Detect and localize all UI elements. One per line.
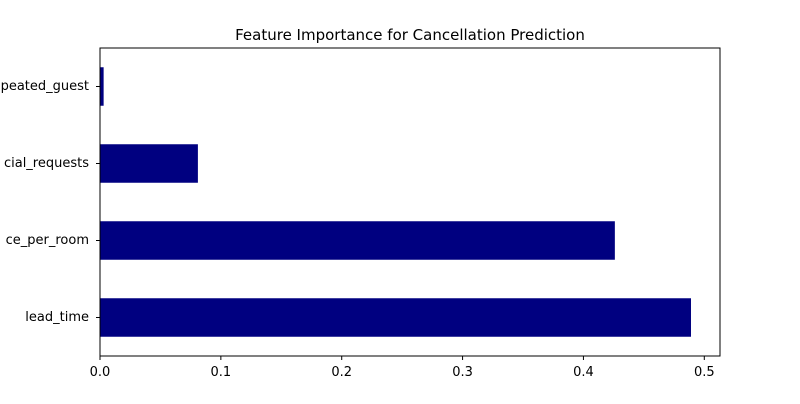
x-axis: 0.0 0.1 0.2 0.3 0.4 0.5 <box>90 356 715 380</box>
plot-frame <box>99 47 721 357</box>
x-tick-label: 0.5 <box>694 365 715 380</box>
y-tick-label: peated_guest <box>1 79 89 94</box>
y-tick-label: cial_requests <box>4 156 89 171</box>
x-tick-label: 0.1 <box>211 365 232 380</box>
y-axis: lead_time ce_per_room cial_requests peated_… <box>1 79 100 325</box>
y-tick-label: ce_per_room <box>6 233 89 248</box>
bar-lead-time <box>100 298 691 337</box>
x-tick-label: 0.2 <box>331 365 352 380</box>
chart-title: Feature Importance for Cancellation Pred… <box>235 26 585 44</box>
bars-layer <box>100 67 691 337</box>
x-tick-label: 0.3 <box>452 365 473 380</box>
x-tick-label: 0.4 <box>573 365 594 380</box>
y-tick-label: lead_time <box>25 310 89 325</box>
bar-repeated-guest <box>100 67 104 106</box>
bar-no-of-special-requests <box>100 144 198 183</box>
bar-avg-price-per-room <box>100 221 615 260</box>
x-tick-label: 0.0 <box>90 365 111 380</box>
